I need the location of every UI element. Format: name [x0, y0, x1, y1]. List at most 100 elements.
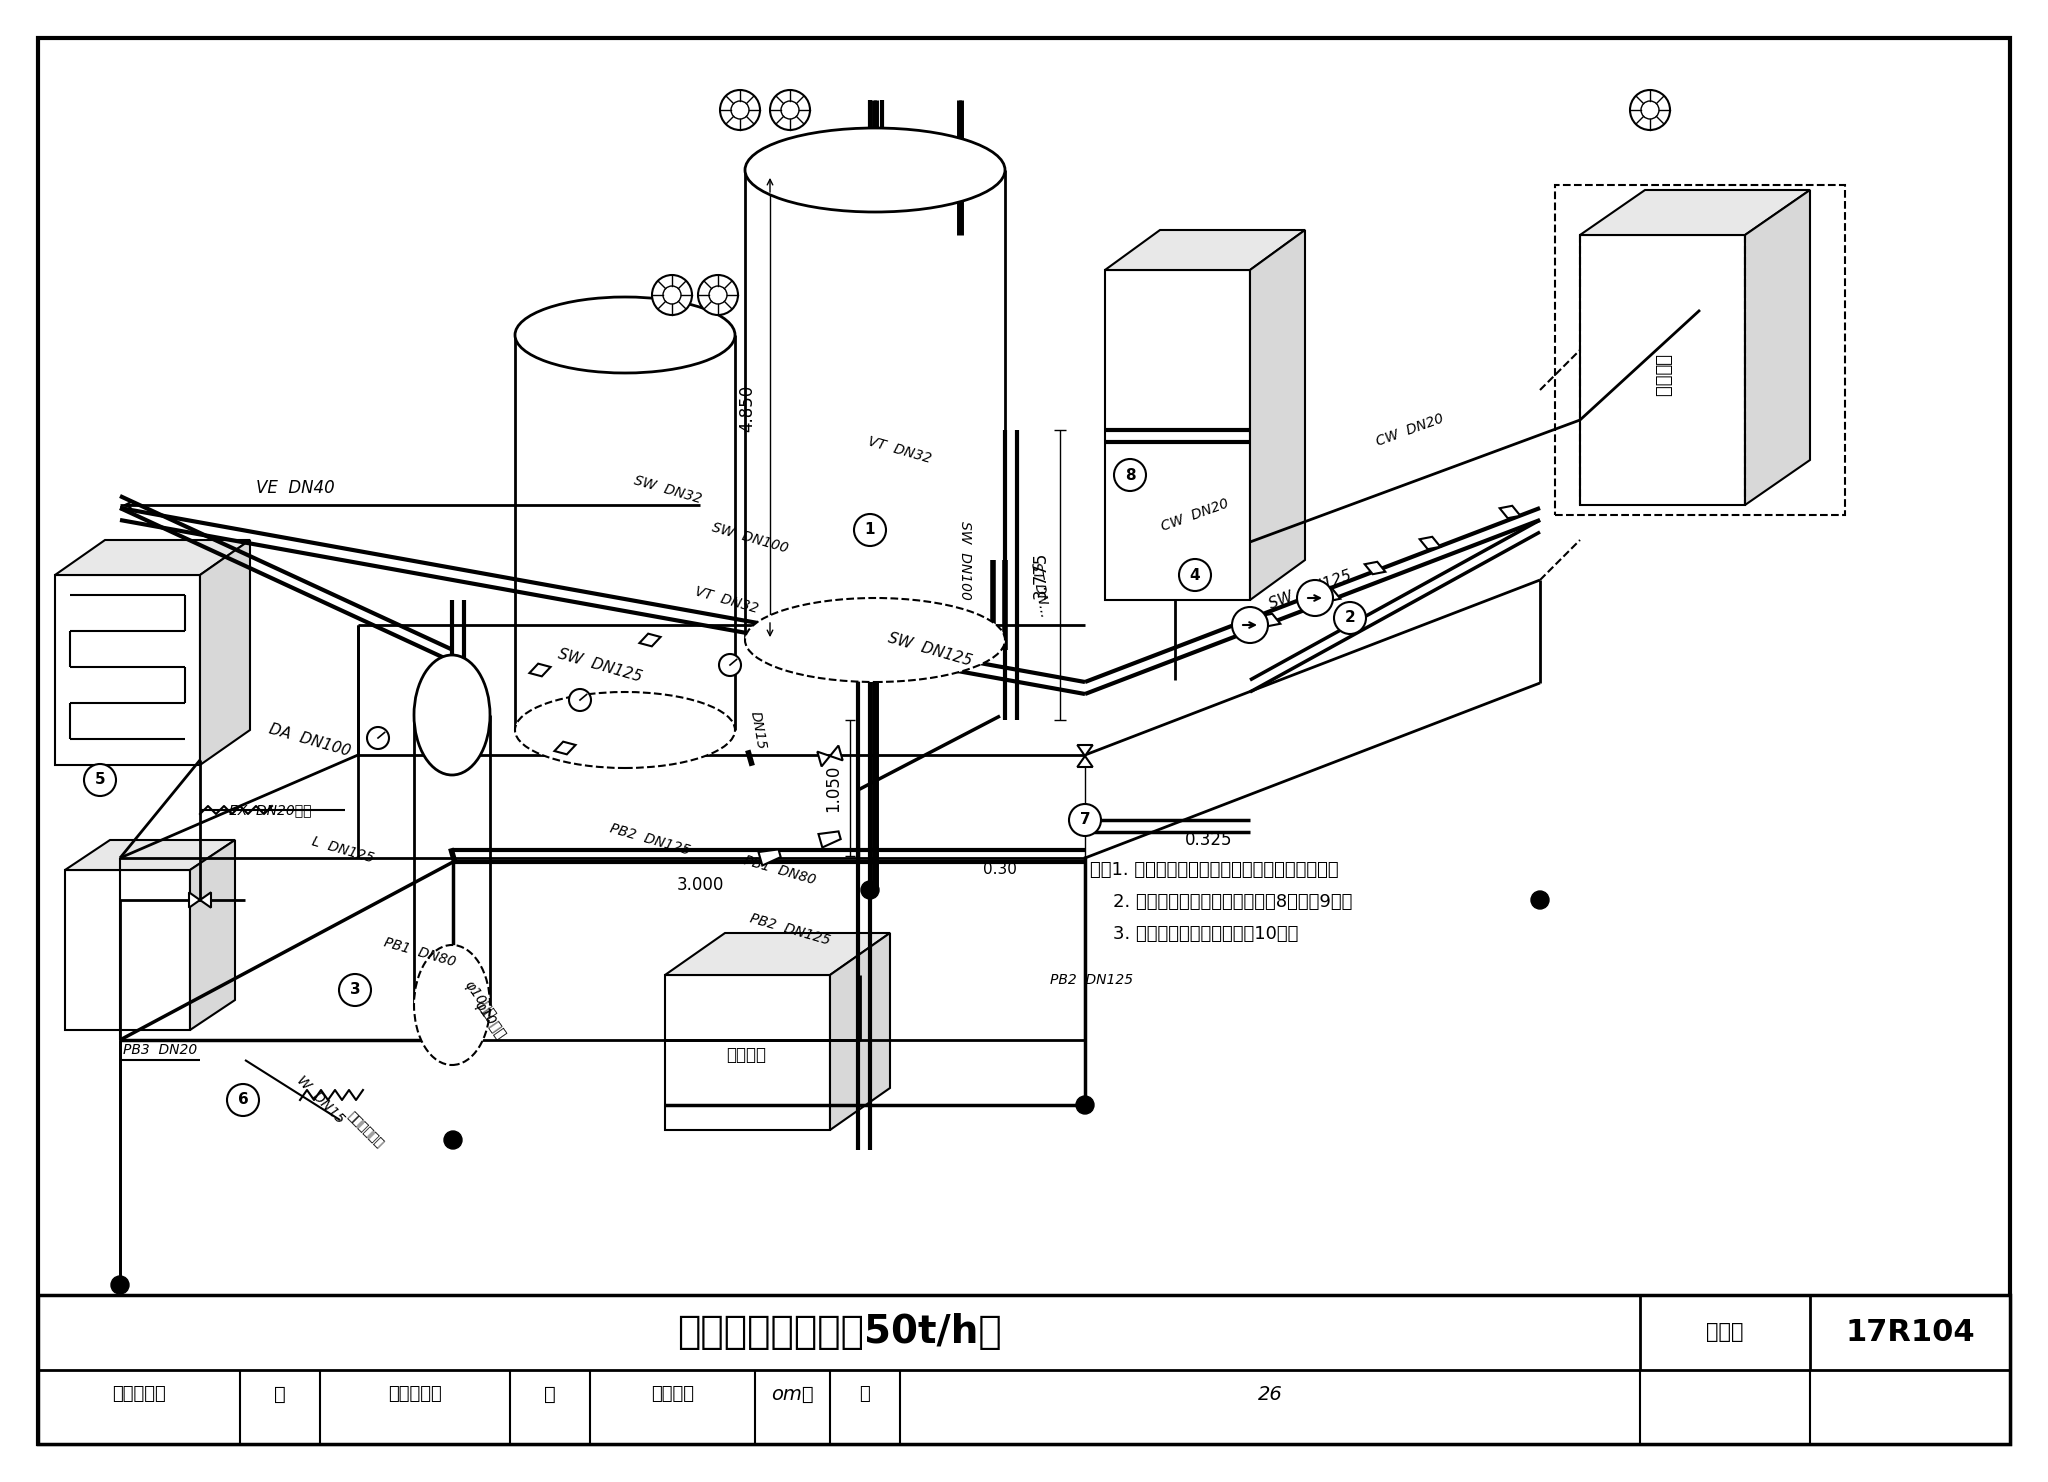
Polygon shape	[1419, 536, 1440, 550]
Ellipse shape	[745, 127, 1006, 212]
Polygon shape	[1364, 562, 1384, 574]
Text: 校对安玉生: 校对安玉生	[389, 1386, 442, 1403]
Circle shape	[111, 1276, 129, 1294]
Circle shape	[721, 90, 760, 130]
Circle shape	[1532, 891, 1548, 908]
Text: L  DN125: L DN125	[309, 834, 375, 865]
Polygon shape	[1579, 236, 1745, 505]
Text: DN15: DN15	[748, 710, 768, 750]
Circle shape	[1069, 805, 1102, 836]
Text: 来自自来水管: 来自自来水管	[344, 1110, 385, 1150]
Text: 17R104: 17R104	[1845, 1317, 1974, 1347]
Polygon shape	[201, 539, 250, 765]
Text: 5: 5	[94, 772, 104, 787]
Text: 26: 26	[1257, 1386, 1282, 1403]
Polygon shape	[1077, 745, 1094, 756]
Text: 管道连接示意图（50t/h）: 管道连接示意图（50t/h）	[676, 1313, 1001, 1352]
Text: PB1  DN80: PB1 DN80	[383, 935, 457, 969]
Ellipse shape	[745, 599, 1006, 682]
Polygon shape	[1106, 230, 1305, 270]
Circle shape	[367, 728, 389, 748]
Polygon shape	[190, 840, 236, 1030]
Circle shape	[1180, 559, 1210, 591]
Polygon shape	[530, 664, 551, 676]
Text: DA  DN100: DA DN100	[268, 722, 352, 759]
Polygon shape	[1579, 190, 1810, 236]
Polygon shape	[1249, 230, 1305, 600]
Text: SW  DN32: SW DN32	[633, 474, 705, 507]
Text: PB1  DN80: PB1 DN80	[741, 854, 817, 886]
Text: VE  DN40: VE DN40	[256, 479, 334, 496]
Circle shape	[1075, 1097, 1094, 1114]
Text: 页: 页	[860, 1386, 870, 1403]
Text: VT  DN32: VT DN32	[866, 434, 934, 465]
Text: 3.000: 3.000	[676, 876, 723, 894]
Text: CW  DN20: CW DN20	[1374, 412, 1446, 449]
Circle shape	[569, 689, 592, 711]
Circle shape	[651, 276, 692, 316]
Text: 图集号: 图集号	[1706, 1322, 1743, 1343]
Text: φ10软管: φ10软管	[461, 978, 498, 1023]
Text: 0.325: 0.325	[1186, 831, 1233, 849]
Circle shape	[1630, 90, 1669, 130]
Circle shape	[1296, 579, 1333, 617]
Polygon shape	[555, 741, 575, 754]
Polygon shape	[829, 745, 842, 760]
Polygon shape	[745, 170, 1006, 640]
Text: 7: 7	[1079, 812, 1090, 827]
Polygon shape	[666, 934, 891, 975]
Circle shape	[1640, 101, 1659, 119]
Text: CW  DN20: CW DN20	[1159, 496, 1231, 534]
Circle shape	[1333, 602, 1366, 634]
Circle shape	[854, 514, 887, 545]
Text: 审核车卫彤: 审核车卫彤	[113, 1386, 166, 1403]
Circle shape	[709, 286, 727, 304]
Ellipse shape	[514, 296, 735, 373]
Ellipse shape	[514, 692, 735, 768]
Polygon shape	[514, 335, 735, 731]
Text: SW  DN125: SW DN125	[1266, 568, 1354, 612]
Polygon shape	[666, 975, 829, 1129]
Polygon shape	[819, 831, 842, 848]
Text: VT  DN32: VT DN32	[694, 584, 760, 615]
Circle shape	[84, 765, 117, 796]
Polygon shape	[1260, 614, 1280, 627]
Text: 2. 设备名称、编号及图例详见第8页、第9页。: 2. 设备名称、编号及图例详见第8页、第9页。	[1090, 894, 1352, 911]
Text: W  DN15: W DN15	[293, 1073, 346, 1126]
Polygon shape	[1745, 190, 1810, 505]
Circle shape	[1114, 459, 1147, 491]
Circle shape	[340, 974, 371, 1006]
Text: om达: om达	[772, 1386, 813, 1403]
Text: 注：1. 真空抽气管与真空泵进气管接口对焊焊接。: 注：1. 真空抽气管与真空泵进气管接口对焊焊接。	[1090, 861, 1339, 879]
Polygon shape	[66, 840, 236, 870]
Text: SW  DN125: SW DN125	[557, 646, 643, 685]
Polygon shape	[829, 934, 891, 1129]
Text: EX  DN20软管: EX DN20软管	[229, 803, 311, 817]
Circle shape	[860, 880, 879, 900]
Polygon shape	[1499, 505, 1520, 519]
Polygon shape	[817, 751, 829, 766]
Text: 1.050: 1.050	[823, 765, 842, 812]
Ellipse shape	[414, 655, 489, 775]
Circle shape	[444, 1131, 463, 1149]
Text: SW  DN100: SW DN100	[711, 520, 791, 556]
Text: 0.30: 0.30	[983, 863, 1018, 877]
Circle shape	[664, 286, 682, 304]
Circle shape	[731, 101, 750, 119]
Text: PB2  DN125: PB2 DN125	[1051, 974, 1133, 987]
Text: ST DN...: ST DN...	[1028, 562, 1053, 618]
Text: 软化水箱: 软化水箱	[1653, 354, 1671, 397]
Polygon shape	[639, 634, 662, 646]
Polygon shape	[55, 575, 201, 765]
Circle shape	[698, 276, 737, 316]
Text: 知: 知	[545, 1386, 555, 1403]
Text: 3: 3	[350, 983, 360, 997]
Polygon shape	[66, 870, 190, 1030]
Polygon shape	[201, 892, 211, 907]
Text: PB3  DN20: PB3 DN20	[123, 1043, 197, 1057]
Text: 6: 6	[238, 1092, 248, 1107]
Circle shape	[227, 1083, 258, 1116]
Circle shape	[780, 101, 799, 119]
Text: SW  DN100: SW DN100	[958, 520, 973, 599]
Text: 补氧水箱: 补氧水箱	[725, 1046, 766, 1064]
